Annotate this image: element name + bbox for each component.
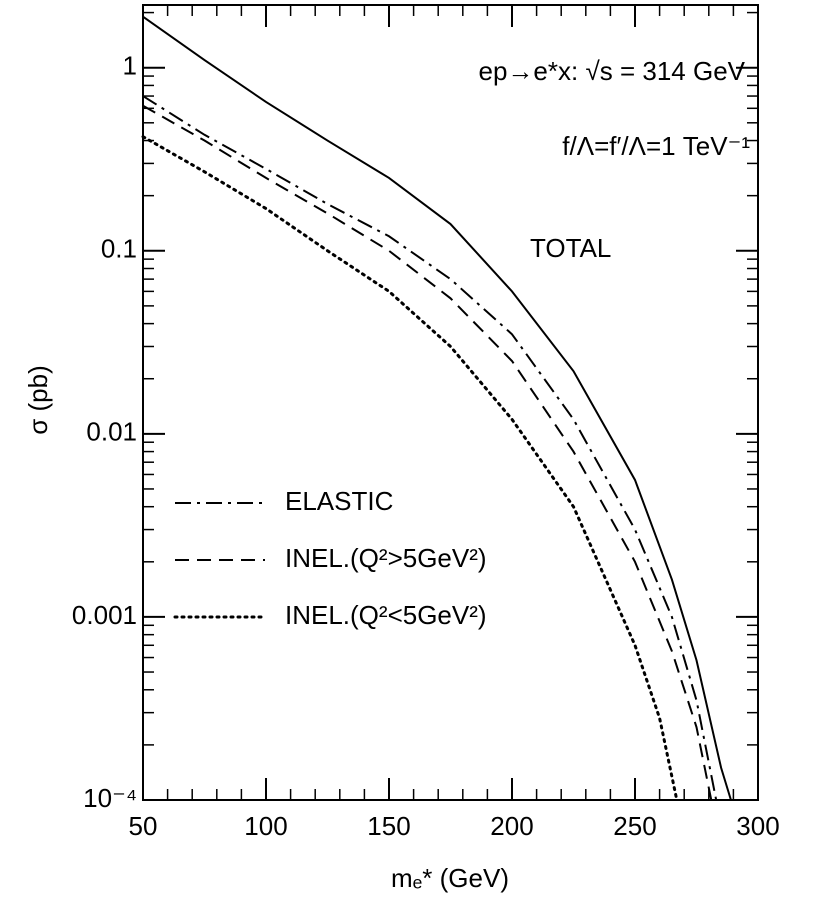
legend-label: ELASTIC <box>285 486 393 516</box>
annotation: f/Λ=f′/Λ=1 TeV⁻¹ <box>562 131 750 161</box>
x-axis-label: mₑ* (GeV) <box>391 863 509 893</box>
legend-label: INEL.(Q²<5GeV²) <box>285 600 487 630</box>
y-tick-label: 0.001 <box>72 600 137 630</box>
x-tick-label: 100 <box>244 811 287 841</box>
x-tick-label: 300 <box>736 811 779 841</box>
x-tick-label: 250 <box>613 811 656 841</box>
y-tick-label: 0.1 <box>101 234 137 264</box>
y-tick-label: 10⁻⁴ <box>83 783 137 813</box>
plot-frame <box>142 4 759 801</box>
x-tick-label: 200 <box>490 811 533 841</box>
legend-label: INEL.(Q²>5GeV²) <box>285 543 487 573</box>
series-line <box>142 95 718 801</box>
x-tick-label: 50 <box>129 811 158 841</box>
y-axis-label: σ (pb) <box>23 365 53 435</box>
curve-label: TOTAL <box>530 233 611 263</box>
y-tick-label: 1 <box>123 51 137 81</box>
series-line <box>142 15 732 801</box>
annotation: ep→e*x: √s = 314 GeV <box>479 56 746 86</box>
x-tick-label: 150 <box>367 811 410 841</box>
series-line <box>141 135 679 802</box>
y-tick-label: 0.01 <box>86 417 137 447</box>
series-line <box>142 104 713 801</box>
